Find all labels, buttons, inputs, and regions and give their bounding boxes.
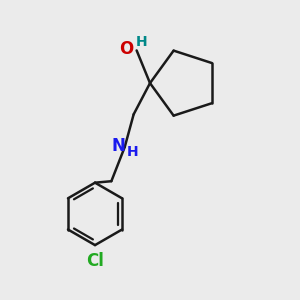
Text: O: O [119, 40, 133, 58]
Text: H: H [126, 146, 138, 159]
Text: N: N [111, 137, 125, 155]
Text: H: H [136, 34, 148, 49]
Text: Cl: Cl [86, 252, 104, 270]
